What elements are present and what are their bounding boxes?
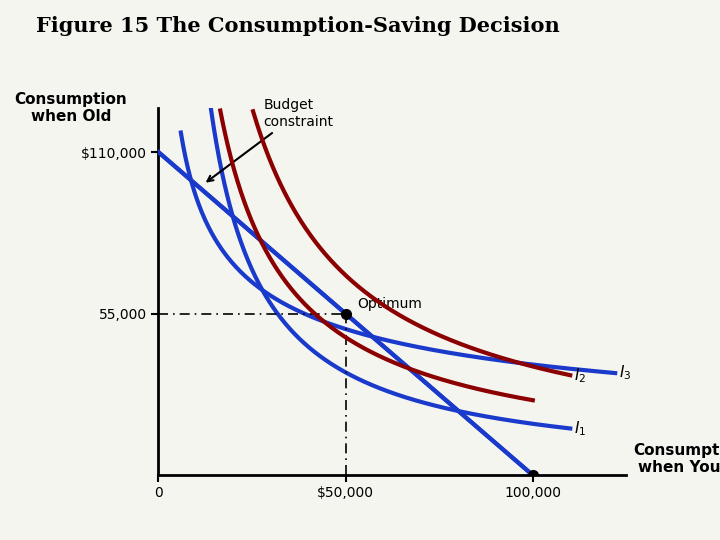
Text: $I_3$: $I_3$ [619,364,631,382]
Text: Optimum: Optimum [357,296,422,310]
Text: $I_2$: $I_2$ [574,366,586,384]
Text: Consumption
when Old: Consumption when Old [14,92,127,124]
Text: Consumption
when Young: Consumption when Young [634,443,720,475]
Text: Figure 15 The Consumption-Saving Decision: Figure 15 The Consumption-Saving Decisio… [36,16,559,36]
Text: Budget
constraint: Budget constraint [207,98,333,181]
Text: $I_1$: $I_1$ [574,419,586,438]
